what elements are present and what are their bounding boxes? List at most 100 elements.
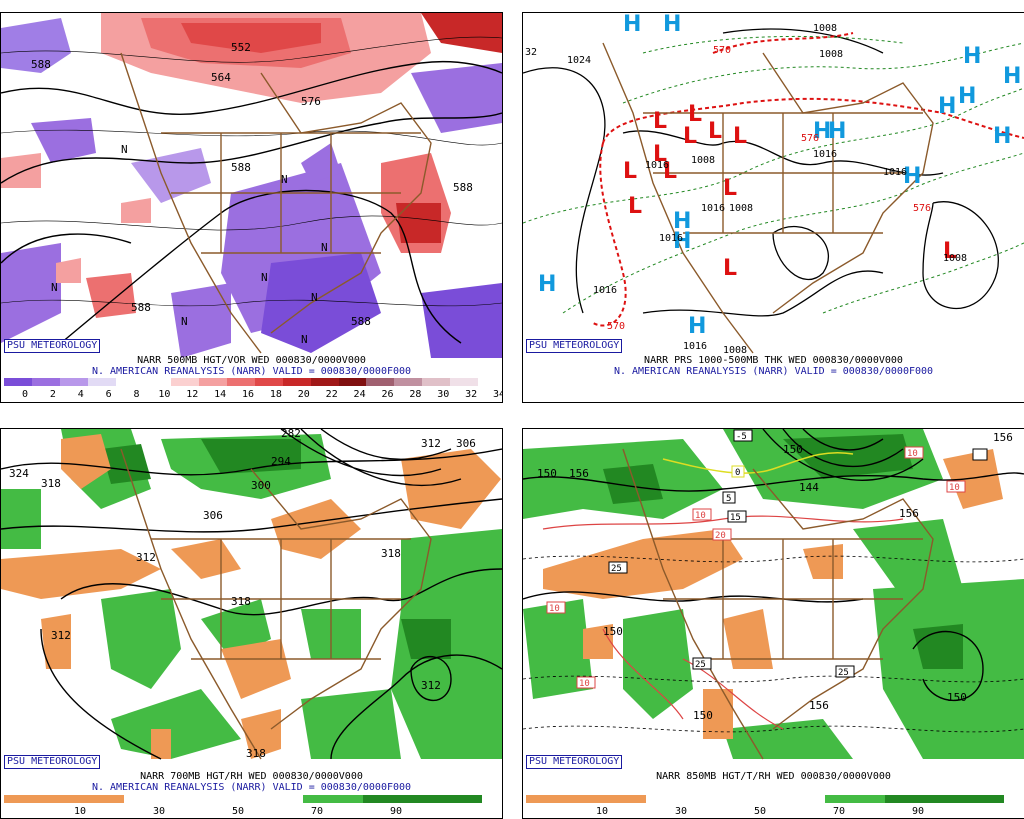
- height-label: 282: [281, 429, 301, 440]
- panel-caption: NARR PRS 1000-500MB THK WED 000830/0000V…: [644, 355, 903, 366]
- thickness-label: 570: [607, 321, 625, 332]
- colorbar-segment: [87, 378, 116, 386]
- rh-colorbar: [526, 795, 1004, 803]
- colorbar-segment: [944, 795, 1004, 803]
- high-pressure-marker: H: [903, 164, 921, 189]
- rh700-map: 324 318 312 318 312 306 300 294 282 312 …: [1, 429, 502, 760]
- vorticity-colorbar: [4, 378, 478, 386]
- vorticity-max-label: N: [121, 143, 128, 156]
- high-pressure-marker: H: [673, 209, 691, 234]
- low-pressure-marker: L: [683, 124, 697, 149]
- colorbar-tick-label: 0: [21, 389, 29, 400]
- colorbar-tick-label: 30: [674, 806, 688, 817]
- isobar-label: 1016: [683, 341, 707, 352]
- svg-text:25: 25: [611, 564, 622, 574]
- panel-valid-caption: N. AMERICAN REANALYSIS (NARR) VALID = 00…: [613, 366, 934, 377]
- colorbar-tick-label: 90: [389, 806, 403, 817]
- low-pressure-marker: L: [708, 119, 722, 144]
- colorbar-tick-label: 24: [353, 389, 366, 400]
- panel-thickness: H H H H H H H H H H H H H H L L L L L L …: [522, 12, 1024, 403]
- colorbar-segment: [585, 795, 646, 803]
- colorbar-segment: [63, 795, 124, 803]
- panel-700mb-rh: 324 318 312 318 312 306 300 294 282 312 …: [0, 428, 503, 819]
- low-pressure-marker: L: [653, 109, 667, 134]
- vorticity-max-label: N: [321, 241, 328, 254]
- low-pressure-marker: L: [943, 239, 957, 264]
- low-pressure-marker: L: [623, 159, 637, 184]
- height-label: 576: [301, 95, 321, 108]
- height-label: 150: [603, 625, 623, 638]
- height-label: 300: [251, 479, 271, 492]
- low-pressure-marker: L: [663, 159, 677, 184]
- height-label: 324: [9, 467, 29, 480]
- height-label: 588: [31, 58, 51, 71]
- height-label: 150: [783, 443, 803, 456]
- low-pressure-marker: L: [688, 102, 702, 127]
- isobar-label: 1008: [819, 49, 843, 60]
- colorbar-tick-label: 4: [77, 389, 84, 400]
- high-pressure-marker: H: [958, 84, 976, 109]
- svg-text:10: 10: [949, 483, 960, 493]
- psu-meteorology-tag: PSU METEOROLOGY: [526, 755, 623, 769]
- colorbar-segment: [422, 795, 482, 803]
- vorticity-max-label: N: [261, 271, 268, 284]
- colorbar-tick-label: 22: [325, 389, 338, 400]
- high-pressure-marker: H: [538, 272, 556, 297]
- isobar-label: 32: [525, 47, 537, 58]
- panel-valid-caption: N. AMERICAN REANALYSIS (NARR) VALID = 00…: [91, 366, 412, 377]
- colorbar-segment: [227, 378, 255, 386]
- colorbar-segment: [243, 795, 303, 803]
- colorbar-segment: [362, 795, 423, 803]
- colorbar-tick-label: 90: [911, 806, 925, 817]
- colorbar-segment: [171, 378, 200, 386]
- panel-500mb-vorticity: 588 552 564 576 588 588 588 588 N N N N …: [0, 12, 503, 403]
- colorbar-segment: [310, 378, 339, 386]
- temp-box-label: 15: [727, 510, 747, 523]
- vorticity-max-label: N: [281, 173, 288, 186]
- svg-text:25: 25: [695, 660, 706, 670]
- temp-box-label: 5: [972, 448, 988, 461]
- colorbar-segment: [765, 795, 825, 803]
- height-label: 588: [231, 161, 251, 174]
- temp-box-label: 20: [712, 528, 732, 541]
- colorbar-tick-label: 50: [753, 806, 767, 817]
- panel-valid-caption: N. AMERICAN REANALYSIS (NARR) VALID = 00…: [91, 782, 412, 793]
- colorbar-tick-label: 6: [105, 389, 112, 400]
- colorbar-tick-label: 16: [242, 389, 255, 400]
- colorbar-segment: [115, 378, 144, 386]
- colorbar-segment: [282, 378, 311, 386]
- isobar-label: 1016: [659, 233, 683, 244]
- thickness-map: H H H H H H H H H H H H H H L L L L L L …: [523, 13, 1024, 356]
- panel-caption: NARR 850MB HGT/T/RH WED 000830/0000V000: [656, 771, 891, 782]
- svg-text:10: 10: [695, 511, 706, 521]
- colorbar-tick-label: 14: [214, 389, 227, 400]
- high-pressure-marker: H: [938, 94, 956, 119]
- svg-text:10: 10: [579, 679, 590, 689]
- colorbar-tick-label: 30: [152, 806, 166, 817]
- colorbar-tick-label: 8: [133, 389, 140, 400]
- height-label: 552: [231, 41, 251, 54]
- colorbar-tick-label: 18: [269, 389, 282, 400]
- isobar-label: 1008: [691, 155, 715, 166]
- colorbar-segment: [254, 378, 283, 386]
- low-pressure-marker: L: [653, 142, 667, 167]
- svg-text:-5: -5: [736, 432, 747, 442]
- colorbar-tick-label: 70: [832, 806, 846, 817]
- colorbar-segment: [31, 378, 60, 386]
- colorbar-segment: [705, 795, 765, 803]
- panel-850mb-temp-rh: 150 156 144 156 150 156 150 150 150 156 …: [522, 428, 1024, 819]
- thickness-label: 570: [713, 45, 731, 56]
- height-label: 588: [453, 181, 473, 194]
- high-pressure-marker: H: [1003, 64, 1021, 89]
- colorbar-segment: [4, 378, 32, 386]
- colorbar-segment: [526, 795, 586, 803]
- height-label: 156: [809, 699, 829, 712]
- svg-text:10: 10: [907, 449, 918, 459]
- temp-box-label: 10: [546, 601, 566, 614]
- height-label: 312: [421, 437, 441, 450]
- height-label: 318: [381, 547, 401, 560]
- height-label: 156: [993, 431, 1013, 444]
- temp-box-label: 25: [835, 665, 855, 678]
- colorbar-tick-label: 20: [297, 389, 310, 400]
- psu-meteorology-tag: PSU METEOROLOGY: [526, 339, 623, 353]
